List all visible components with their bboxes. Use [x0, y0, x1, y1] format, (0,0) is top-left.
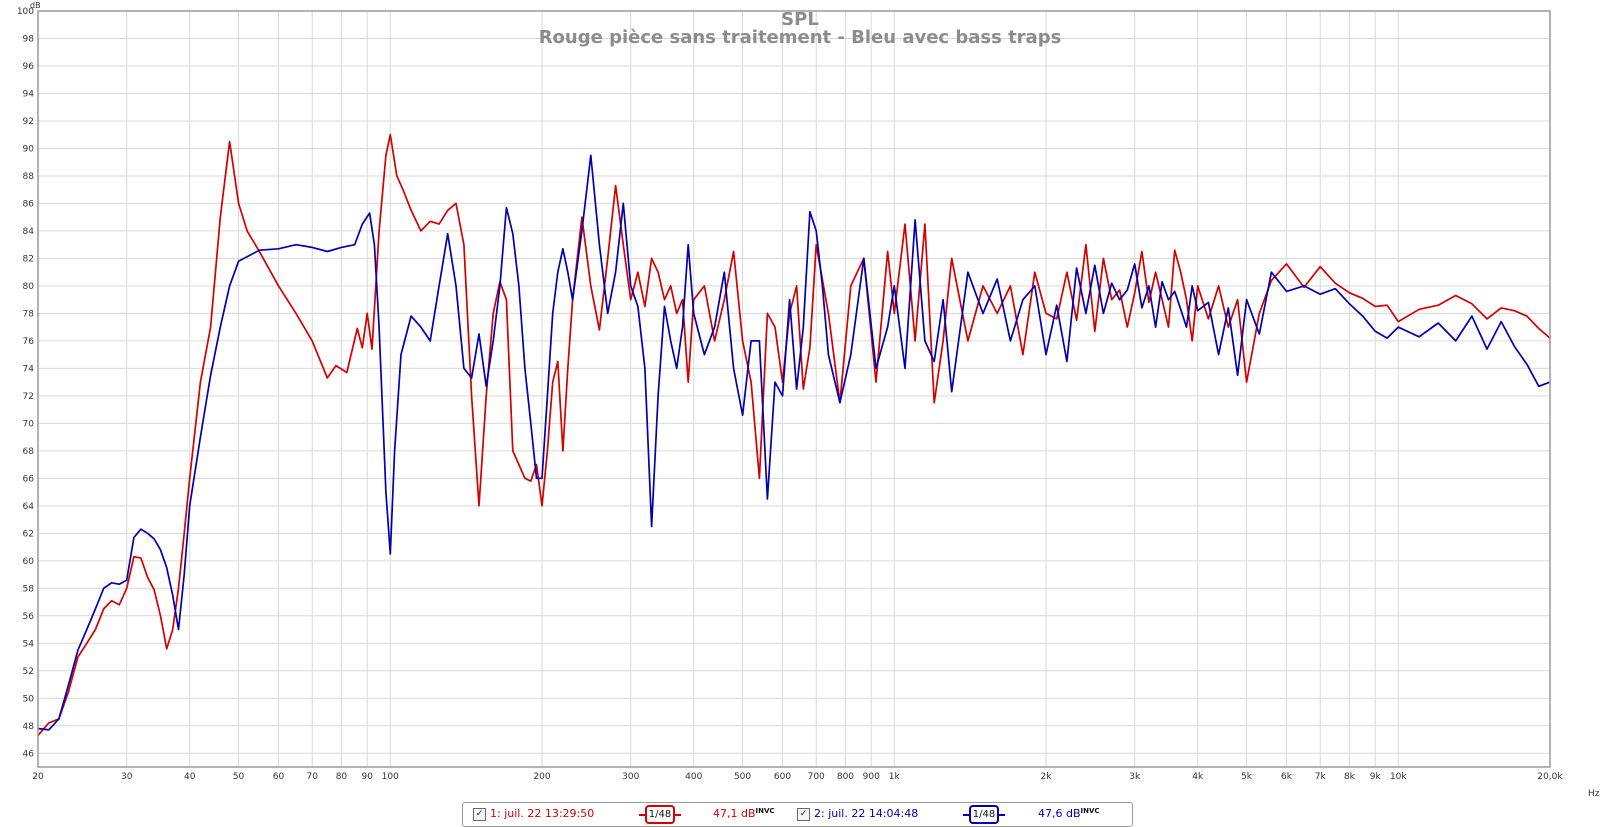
- measurement-2-level-value: 47,6 dB: [1038, 807, 1081, 820]
- measurement-2-checkbox[interactable]: ✓: [797, 808, 810, 821]
- y-tick-label: 64: [23, 502, 35, 512]
- series-line-2: [37, 154, 1551, 731]
- grid: [37, 10, 1551, 767]
- x-tick-label: 4k: [1192, 772, 1204, 782]
- y-axis-ticks: 46 48 50 52 54 56 58 60 62 64 66 68 70 72 74 76 78 80 82 84…: [17, 7, 34, 759]
- y-axis-label: dB: [30, 1, 41, 10]
- chart-subtitle: Rouge pièce sans traitement - Bleu avec …: [538, 27, 1062, 48]
- measurement-2-level-suffix: INVC: [1080, 807, 1100, 815]
- y-tick-label: 70: [23, 419, 35, 429]
- x-tick-label: 90: [361, 772, 373, 782]
- x-tick-label: 20,0k: [1537, 772, 1563, 782]
- x-tick-label: 6k: [1281, 772, 1293, 782]
- y-tick-label: 52: [23, 667, 34, 677]
- x-tick-label: 3k: [1129, 772, 1141, 782]
- y-tick-label: 72: [23, 392, 34, 402]
- measurement-1-level-value: 47,1 dB: [713, 807, 756, 820]
- y-tick-label: 88: [23, 172, 35, 182]
- x-axis-unit: Hz: [1588, 789, 1600, 799]
- y-tick-label: 74: [23, 364, 35, 374]
- plot-frame: [37, 10, 1551, 768]
- x-tick-label: 8k: [1344, 772, 1356, 782]
- y-tick-label: 100: [17, 7, 34, 17]
- y-tick-label: 56: [23, 612, 35, 622]
- measurement-1-level-suffix: INVC: [755, 807, 775, 815]
- measurement-2-line-sample-right: [999, 814, 1005, 816]
- x-tick-label: 5k: [1241, 772, 1253, 782]
- measurement-1-line-sample-right: [675, 814, 681, 816]
- x-axis-ticks: 20 30 40 50 60 70 80 90 100 200 300 400 500 600 700 800…: [32, 772, 1563, 782]
- x-tick-label: 400: [685, 772, 702, 782]
- measurement-1-label[interactable]: 1: juil. 22 13:29:50: [490, 807, 595, 820]
- x-tick-label: 40: [184, 772, 196, 782]
- x-tick-label: 70: [306, 772, 318, 782]
- y-tick-label: 66: [23, 474, 35, 484]
- y-tick-label: 48: [23, 722, 35, 732]
- y-tick-label: 62: [23, 529, 34, 539]
- chart-title: SPL: [781, 9, 819, 30]
- x-tick-label: 700: [808, 772, 825, 782]
- x-tick-label: 7k: [1315, 772, 1327, 782]
- y-tick-label: 92: [23, 117, 34, 127]
- x-tick-label: 100: [382, 772, 399, 782]
- measurement-1-line-sample: [639, 814, 645, 816]
- legend: ✓ 1: juil. 22 13:29:50 1/48 47,1 dBINVC …: [462, 802, 1133, 827]
- x-tick-label: 50: [233, 772, 245, 782]
- x-tick-label: 500: [734, 772, 751, 782]
- x-tick-label: 1k: [889, 772, 901, 782]
- y-tick-label: 68: [23, 447, 35, 457]
- y-tick-label: 84: [23, 227, 35, 237]
- x-tick-label: 9k: [1370, 772, 1382, 782]
- y-tick-label: 96: [23, 62, 35, 72]
- y-tick-label: 86: [23, 199, 35, 209]
- x-tick-label: 30: [121, 772, 133, 782]
- y-tick-label: 78: [23, 309, 35, 319]
- x-tick-label: 300: [622, 772, 639, 782]
- series-line-1: [37, 133, 1551, 736]
- y-tick-label: 90: [23, 144, 35, 154]
- y-tick-label: 76: [23, 337, 35, 347]
- x-tick-label: 200: [533, 772, 550, 782]
- measurement-2-level: 47,6 dBINVC: [1038, 807, 1100, 820]
- measurement-1-checkbox[interactable]: ✓: [473, 808, 486, 821]
- y-tick-label: 50: [23, 694, 35, 704]
- measurement-1-smoothing-button[interactable]: 1/48: [645, 805, 675, 824]
- x-tick-label: 60: [273, 772, 285, 782]
- x-tick-label: 80: [336, 772, 348, 782]
- y-tick-label: 82: [23, 254, 34, 264]
- x-tick-label: 2k: [1041, 772, 1053, 782]
- y-tick-label: 80: [23, 282, 35, 292]
- x-tick-label: 10k: [1390, 772, 1407, 782]
- y-tick-label: 58: [23, 584, 35, 594]
- y-tick-label: 98: [23, 34, 35, 44]
- measurement-2-line-sample: [963, 814, 969, 816]
- measurement-2-smoothing-button[interactable]: 1/48: [969, 805, 999, 824]
- series-lines: [37, 133, 1551, 736]
- y-tick-label: 60: [23, 557, 35, 567]
- x-tick-label: 600: [774, 772, 791, 782]
- x-tick-label: 800: [837, 772, 854, 782]
- measurement-2-label[interactable]: 2: juil. 22 14:04:48: [814, 807, 919, 820]
- y-tick-label: 54: [23, 639, 35, 649]
- y-tick-label: 94: [23, 89, 35, 99]
- measurement-1-level: 47,1 dBINVC: [713, 807, 775, 820]
- x-tick-label: 900: [863, 772, 880, 782]
- y-tick-label: 46: [23, 749, 35, 759]
- x-tick-label: 20: [32, 772, 44, 782]
